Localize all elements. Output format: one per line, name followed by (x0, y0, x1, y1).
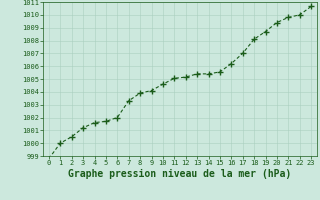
X-axis label: Graphe pression niveau de la mer (hPa): Graphe pression niveau de la mer (hPa) (68, 169, 292, 179)
